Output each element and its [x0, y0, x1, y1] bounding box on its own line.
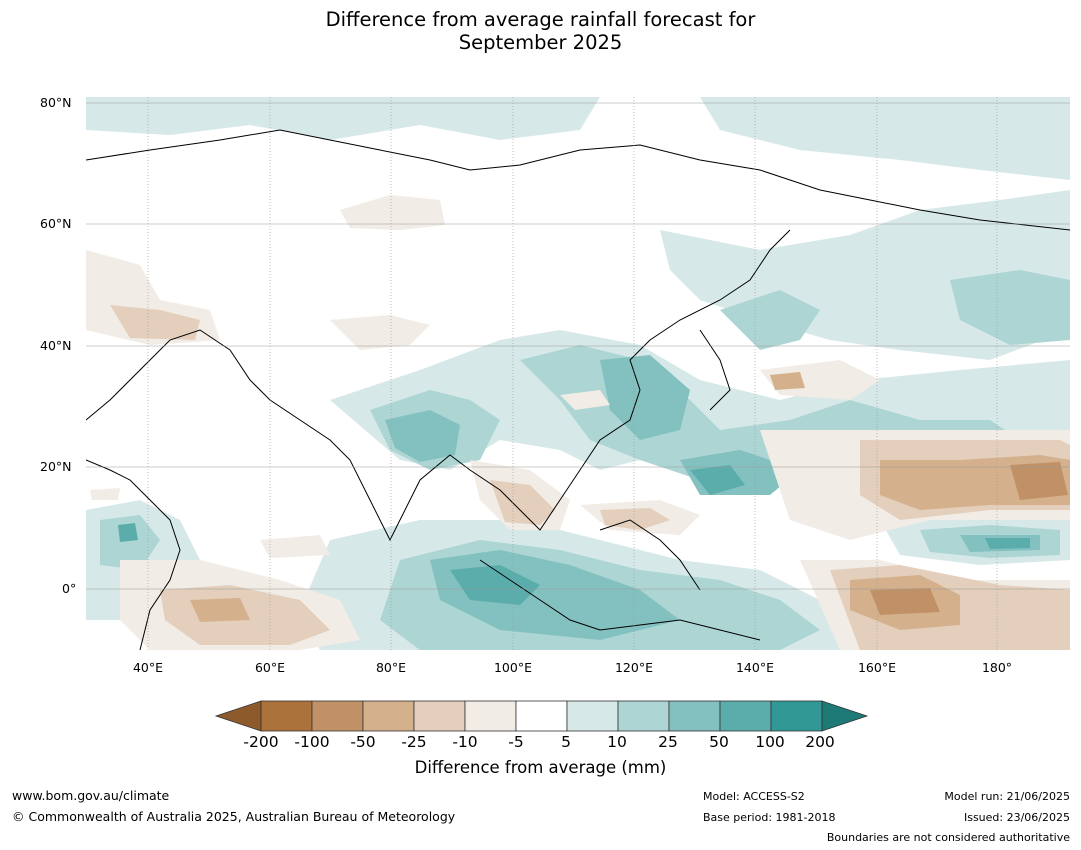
colorbar-tick: -200 [243, 733, 279, 751]
lat-label-0: 0° [62, 581, 77, 596]
colorbar-tick: -25 [401, 733, 427, 751]
colorbar-segment [515, 700, 568, 732]
lon-label-160e: 160°E [857, 660, 896, 675]
title-line-2: September 2025 [458, 31, 623, 54]
disclaimer-text: Boundaries are not considered authoritat… [826, 831, 1070, 844]
lat-label-20n: 20°N [40, 459, 72, 474]
lon-label-180: 180° [981, 660, 1013, 675]
model-text: Model: ACCESS-S2 [703, 790, 805, 803]
colorbar-segment [311, 700, 364, 732]
model-run-text: Model run: 21/06/2025 [944, 790, 1070, 803]
colorbar-tick: 100 [755, 733, 785, 751]
colorbar-tick: 25 [658, 733, 678, 751]
colorbar-segment [770, 700, 823, 732]
lon-label-120e: 120°E [614, 660, 653, 675]
website-link[interactable]: www.bom.gov.au/climate [12, 788, 170, 803]
colorbar-segment [668, 700, 721, 732]
colorbar-title: Difference from average (mm) [414, 758, 667, 777]
graticule [86, 97, 1070, 650]
colorbar-segment [413, 700, 466, 732]
issued-text: Issued: 23/06/2025 [963, 811, 1070, 824]
colorbar-tick: -100 [294, 733, 330, 751]
lat-label-60n: 60°N [40, 216, 72, 231]
colorbar-segment [719, 700, 772, 732]
lon-label-140e: 140°E [735, 660, 774, 675]
colorbar-tick: -5 [508, 733, 524, 751]
colorbar-segment [617, 700, 670, 732]
colorbar-extend-high [821, 700, 869, 732]
anomaly-50-100 [118, 465, 1030, 605]
lat-label-40n: 40°N [40, 338, 72, 353]
colorbar-tick: -50 [350, 733, 376, 751]
colorbar-extend-low [214, 700, 262, 732]
colorbar-segment [566, 700, 619, 732]
map-title: Difference from average rainfall forecas… [0, 8, 1081, 54]
copyright-text: © Commonwealth of Australia 2025, Austra… [12, 809, 456, 824]
title-line-1: Difference from average rainfall forecas… [325, 8, 756, 31]
lon-label-80e: 80°E [375, 660, 407, 675]
colorbar-segment [260, 700, 313, 732]
colorbar-tick: -10 [452, 733, 478, 751]
lon-label-40e: 40°E [132, 660, 164, 675]
colorbar-tick: 50 [709, 733, 729, 751]
colorbar-tick: 10 [607, 733, 627, 751]
colorbar-segment [362, 700, 415, 732]
coastlines [86, 129, 1070, 650]
colorbar [214, 700, 869, 732]
anomaly-minus50-minus100 [870, 462, 1068, 615]
base-period-text: Base period: 1981-2018 [703, 811, 836, 824]
lat-label-80n: 80°N [40, 95, 72, 110]
colorbar-tick: 200 [805, 733, 835, 751]
lon-label-100e: 100°E [493, 660, 532, 675]
lon-label-60e: 60°E [254, 660, 286, 675]
colorbar-tick: 5 [561, 733, 571, 751]
colorbar-segment [464, 700, 517, 732]
map-area [86, 97, 1070, 650]
